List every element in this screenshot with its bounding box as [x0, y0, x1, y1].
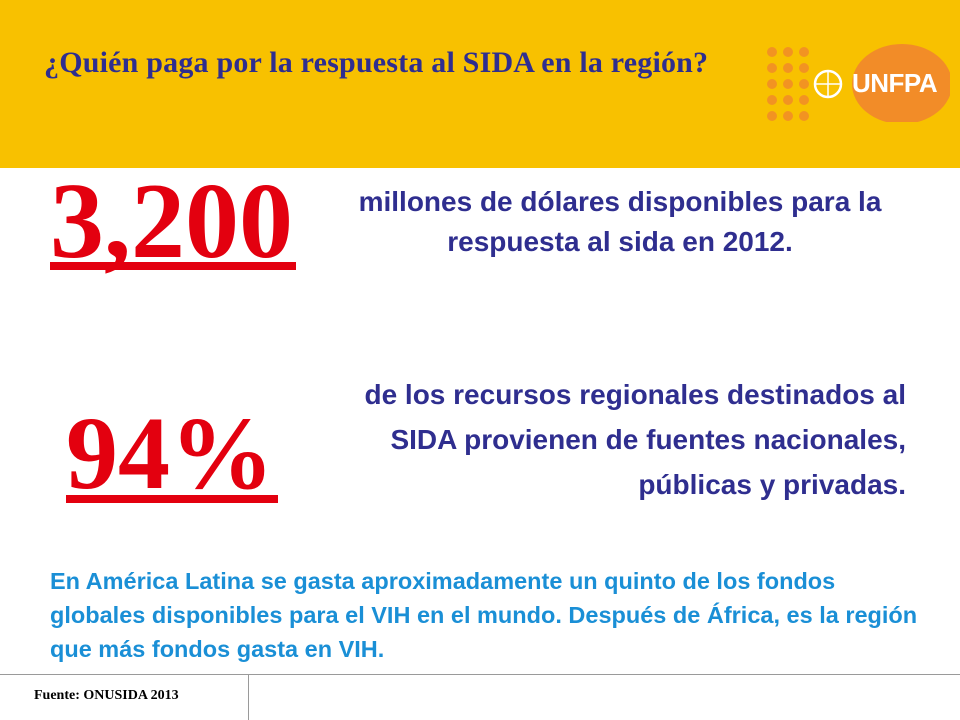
stat-amount-description: millones de dólares disponibles para la … — [358, 186, 882, 257]
page-title: ¿Quién paga por la respuesta al SIDA en … — [44, 46, 709, 79]
stat-percent-underline — [66, 495, 278, 503]
stat-amount-underline — [50, 262, 296, 270]
source-citation: Fuente: ONUSIDA 2013 — [34, 688, 179, 703]
unfpa-logo-graphic — [767, 44, 952, 124]
unfpa-logo-text: UNFPA — [852, 68, 938, 98]
unfpa-logo — [760, 42, 952, 124]
summary-note: En América Latina se gasta aproximadamen… — [50, 568, 918, 662]
stat-percent: 94% — [66, 396, 274, 511]
footer-divider — [0, 674, 960, 675]
stat-percent-description: de los recursos regionales destinados al… — [364, 379, 906, 500]
stat-amount: 3,200 — [50, 162, 293, 281]
footer-vertical-divider — [248, 674, 249, 720]
